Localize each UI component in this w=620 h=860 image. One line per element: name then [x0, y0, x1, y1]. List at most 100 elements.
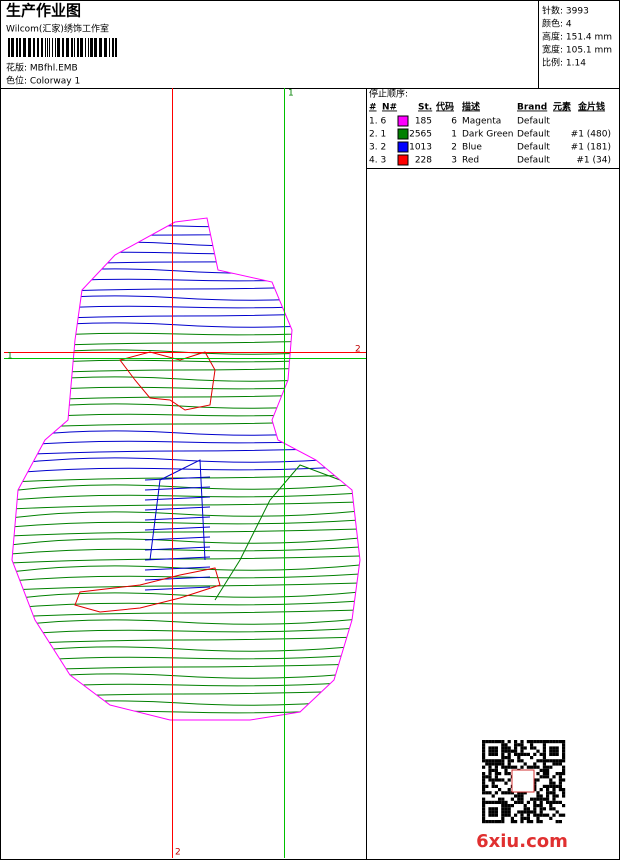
- qr-cell: [482, 743, 486, 747]
- column-header: 描述: [462, 101, 480, 113]
- qr-cell: [536, 813, 540, 817]
- stitch-row: [12, 294, 360, 303]
- qr-cell: [491, 820, 495, 824]
- qr-cell: [562, 778, 566, 782]
- qr-cell: [507, 788, 511, 792]
- row-index: 1. 6: [369, 117, 386, 127]
- qr-cell: [558, 772, 562, 776]
- stitch-row: [12, 555, 360, 564]
- qr-cell: [552, 749, 556, 753]
- stitch-row: [144, 496, 211, 501]
- stitch-row: [12, 240, 360, 249]
- qr-cell: [536, 797, 540, 801]
- qr-cell: [523, 746, 527, 750]
- stitch-row: [12, 222, 360, 231]
- qr-cell: [494, 784, 498, 788]
- qr-cell: [549, 800, 553, 804]
- qr-cell: [504, 743, 508, 747]
- qr-cell: [530, 820, 534, 824]
- column-header: N#: [382, 103, 397, 113]
- qr-cell: [536, 804, 540, 808]
- qr-cell: [504, 813, 508, 817]
- qr-cell: [546, 800, 550, 804]
- qr-cell: [494, 746, 498, 750]
- qr-cell: [555, 810, 559, 814]
- qr-cell: [549, 746, 553, 750]
- qr-cell: [520, 765, 524, 769]
- qr-cell: [558, 740, 562, 744]
- qr-cell: [520, 810, 524, 814]
- column-header: 代码: [435, 101, 454, 113]
- qr-cell: [562, 804, 566, 808]
- qr-cell: [520, 749, 524, 753]
- stitch-row: [12, 591, 360, 600]
- qr-cell: [536, 778, 540, 782]
- bar: [52, 38, 53, 57]
- qr-cell: [488, 775, 492, 779]
- qr-cell: [501, 800, 505, 804]
- red-area: [74, 567, 221, 613]
- stitches: [12, 222, 360, 720]
- qr-cell: [488, 778, 492, 782]
- qr-cell: [482, 788, 486, 792]
- qr-cell: [555, 800, 559, 804]
- color-swatch: [397, 154, 409, 166]
- qr-cell: [552, 807, 556, 811]
- qr-cell: [488, 800, 492, 804]
- qr-code: [482, 740, 566, 824]
- qr-cell: [562, 768, 566, 772]
- qr-cell: [501, 807, 505, 811]
- qr-cell: [552, 746, 556, 750]
- qr-cell: [482, 775, 486, 779]
- stitch-row: [144, 586, 211, 591]
- qr-cell: [517, 743, 521, 747]
- qr-cell: [507, 746, 511, 750]
- qr-cell: [552, 813, 556, 817]
- qr-cell: [562, 740, 566, 744]
- qr-cell: [539, 794, 543, 798]
- qr-cell: [507, 759, 511, 763]
- qr-cell: [562, 749, 566, 753]
- qr-cell: [504, 772, 508, 776]
- qr-cell: [552, 781, 556, 785]
- qr-cell: [482, 784, 486, 788]
- bar: [62, 38, 64, 57]
- qr-cell: [491, 794, 495, 798]
- qr-cell: [504, 768, 508, 772]
- qr-cell: [482, 740, 486, 744]
- qr-cell: [530, 746, 534, 750]
- qr-cell: [507, 810, 511, 814]
- qr-cell: [520, 740, 524, 744]
- qr-cell: [494, 778, 498, 782]
- qr-cell: [504, 810, 508, 814]
- qr-cell: [488, 752, 492, 756]
- bar: [55, 38, 56, 57]
- qr-cell: [549, 807, 553, 811]
- qr-cell: [498, 740, 502, 744]
- qr-cell: [562, 765, 566, 769]
- qr-cell: [539, 775, 543, 779]
- column-header: 元素: [553, 101, 571, 113]
- bar: [85, 38, 86, 57]
- qr-cell: [520, 794, 524, 798]
- qr-cell: [517, 810, 521, 814]
- bar: [33, 38, 35, 57]
- qr-cell: [488, 746, 492, 750]
- watermark: 6xiu.com: [476, 831, 568, 852]
- qr-cell: [504, 804, 508, 808]
- stitch-row: [12, 546, 360, 555]
- stitch-row: [12, 321, 360, 330]
- qr-cell: [507, 752, 511, 756]
- bar: [94, 38, 97, 57]
- qr-cell: [494, 800, 498, 804]
- row-index: 4. 3: [369, 156, 386, 166]
- qr-cell: [542, 759, 546, 763]
- qr-cell: [514, 749, 518, 753]
- qr-cell: [507, 772, 511, 776]
- color-swatch: [397, 115, 409, 127]
- qr-cell: [552, 752, 556, 756]
- qr-cell: [542, 797, 546, 801]
- stitch-row: [12, 717, 360, 720]
- qr-cell: [542, 740, 546, 744]
